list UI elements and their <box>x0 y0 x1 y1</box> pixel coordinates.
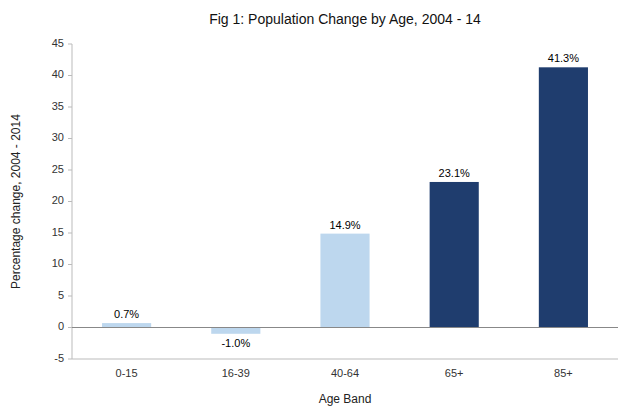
data-label: 14.9% <box>329 219 360 231</box>
data-label: 41.3% <box>548 52 579 64</box>
y-tick-label: 10 <box>52 257 64 269</box>
zero-line <box>72 327 618 328</box>
y-tick-label: 40 <box>52 68 64 80</box>
y-tick <box>68 138 72 139</box>
x-tick-label: 16-39 <box>222 367 250 379</box>
y-tick <box>68 44 72 45</box>
data-label: 23.1% <box>439 167 470 179</box>
x-tick-label: 0-15 <box>116 367 138 379</box>
y-tick <box>68 359 72 360</box>
y-tick <box>68 327 72 328</box>
x-axis-line <box>72 359 618 360</box>
y-tick <box>68 107 72 108</box>
y-tick <box>68 296 72 297</box>
data-label: 0.7% <box>114 308 139 320</box>
y-tick <box>68 75 72 76</box>
data-label: -1.0% <box>221 337 250 349</box>
y-tick-label: 30 <box>52 131 64 143</box>
x-axis-title: Age Band <box>319 392 372 406</box>
y-tick-label: 45 <box>52 37 64 49</box>
bar <box>430 182 479 328</box>
y-tick-label: -5 <box>54 352 64 364</box>
bar <box>320 234 369 328</box>
y-tick-label: 0 <box>58 320 64 332</box>
bar <box>211 328 260 334</box>
bar <box>539 67 588 327</box>
y-tick-label: 20 <box>52 194 64 206</box>
y-tick-label: 5 <box>58 289 64 301</box>
y-tick-label: 25 <box>52 163 64 175</box>
bars <box>102 67 588 333</box>
y-tick <box>68 201 72 202</box>
y-tick <box>68 233 72 234</box>
y-tick-label: 35 <box>52 100 64 112</box>
y-axis-title: Percentage change, 2004 - 2014 <box>9 114 23 289</box>
x-tick-label: 65+ <box>445 367 464 379</box>
y-tick-label: 15 <box>52 226 64 238</box>
x-tick-label: 40-64 <box>331 367 359 379</box>
chart: -5 0 5 10 15 20 25 30 35 40 45 0.7% -1.0% 14.9% 23.1% 4… <box>0 0 640 419</box>
y-tick <box>68 170 72 171</box>
bar <box>102 323 151 327</box>
title: Fig 1: Population Change by Age, 2004 - … <box>209 11 481 27</box>
x-tick-label: 85+ <box>554 367 573 379</box>
y-tick <box>68 264 72 265</box>
